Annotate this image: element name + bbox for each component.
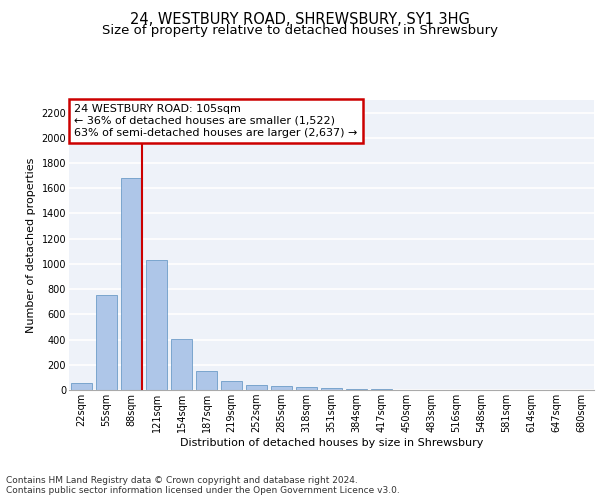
Bar bbox=[346, 388, 367, 390]
Text: Contains HM Land Registry data © Crown copyright and database right 2024.
Contai: Contains HM Land Registry data © Crown c… bbox=[6, 476, 400, 495]
Bar bbox=[221, 380, 242, 390]
Y-axis label: Number of detached properties: Number of detached properties bbox=[26, 158, 36, 332]
Bar bbox=[321, 388, 342, 390]
Bar bbox=[71, 383, 92, 390]
Bar bbox=[96, 296, 117, 390]
Bar bbox=[196, 372, 217, 390]
Bar bbox=[146, 260, 167, 390]
X-axis label: Distribution of detached houses by size in Shrewsbury: Distribution of detached houses by size … bbox=[180, 438, 483, 448]
Text: 24 WESTBURY ROAD: 105sqm
← 36% of detached houses are smaller (1,522)
63% of sem: 24 WESTBURY ROAD: 105sqm ← 36% of detach… bbox=[74, 104, 358, 138]
Bar bbox=[371, 389, 392, 390]
Bar bbox=[246, 384, 267, 390]
Bar bbox=[271, 386, 292, 390]
Text: Size of property relative to detached houses in Shrewsbury: Size of property relative to detached ho… bbox=[102, 24, 498, 37]
Text: 24, WESTBURY ROAD, SHREWSBURY, SY1 3HG: 24, WESTBURY ROAD, SHREWSBURY, SY1 3HG bbox=[130, 12, 470, 28]
Bar bbox=[296, 387, 317, 390]
Bar bbox=[171, 339, 192, 390]
Bar bbox=[121, 178, 142, 390]
